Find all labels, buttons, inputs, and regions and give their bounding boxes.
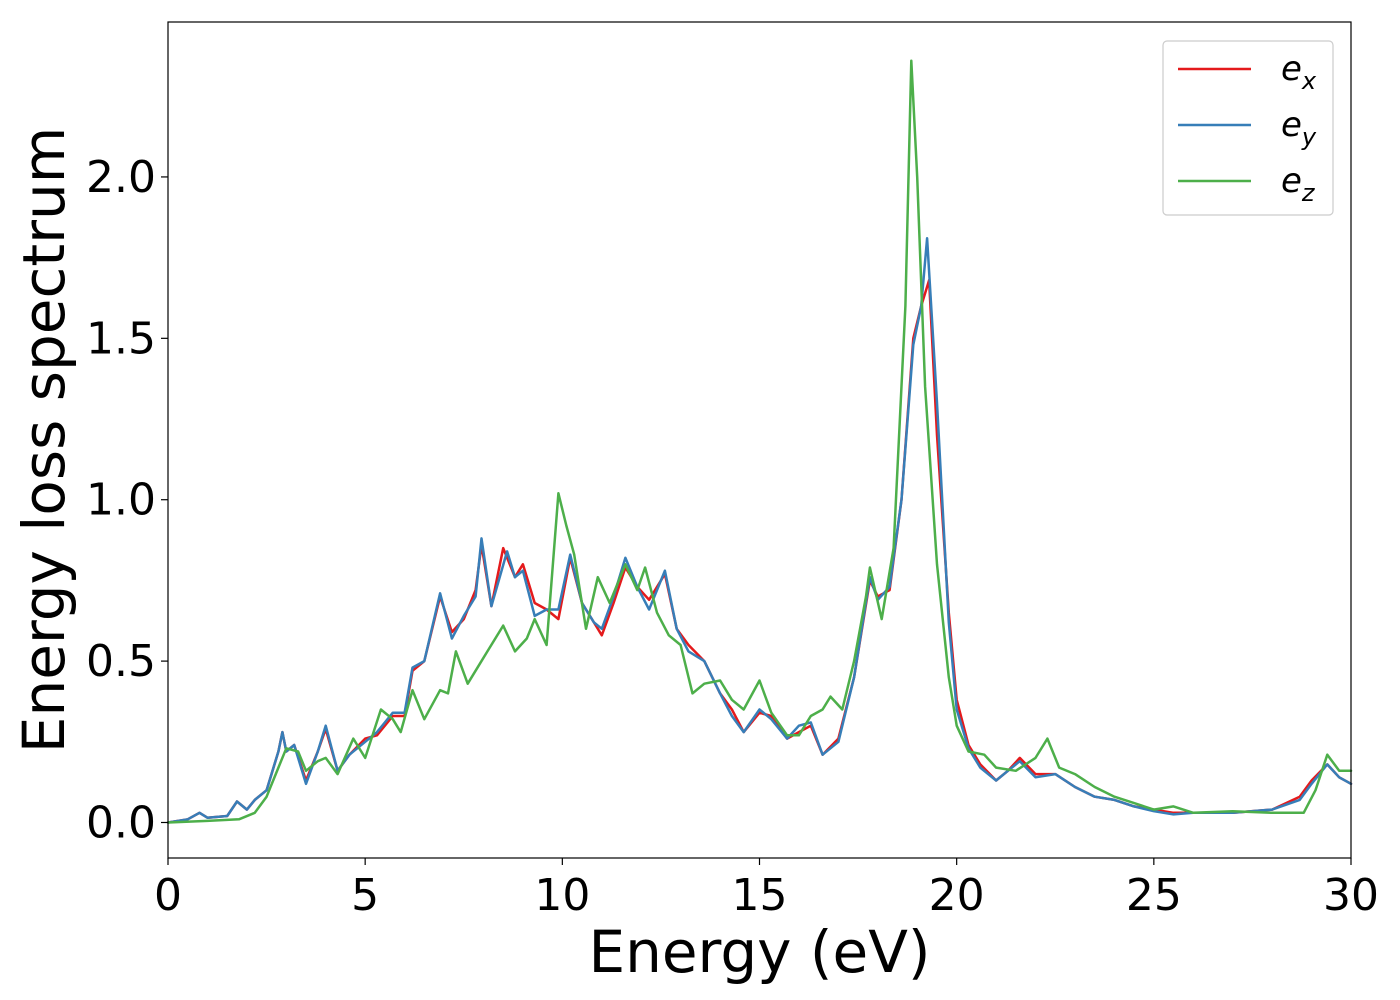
- x-tick-label: 25: [1126, 870, 1182, 921]
- legend-box: [1162, 40, 1334, 216]
- y-tick-label: 1.5: [86, 313, 156, 364]
- x-tick-label: 0: [154, 870, 182, 921]
- legend: ex ey ez: [1162, 40, 1334, 216]
- y-tick-label: 1.0: [86, 475, 156, 526]
- x-tick-label: 15: [732, 870, 788, 921]
- y-axis-label: Energy loss spectrum: [10, 127, 78, 753]
- legend-label-ey: ey: [1281, 105, 1317, 151]
- legend-label-ez: ez: [1281, 161, 1316, 207]
- plot-frame: [167, 21, 1352, 859]
- x-axis-label: Energy (eV): [588, 918, 930, 986]
- series-lines: [166, 59, 1353, 824]
- y-axis-ticks: 0.0 0.5 1.0 1.5 2.0: [86, 152, 168, 848]
- series-line-ez: [166, 59, 1353, 824]
- y-tick-label: 2.0: [86, 152, 156, 203]
- y-tick-label: 0.0: [86, 797, 156, 848]
- x-tick-label: 5: [351, 870, 379, 921]
- x-axis-ticks: 0 5 10 15 20 25 30: [154, 858, 1379, 921]
- y-tick-label: 0.5: [86, 636, 156, 687]
- x-tick-label: 10: [534, 870, 590, 921]
- legend-label-ex: ex: [1281, 49, 1317, 95]
- series-line-ey: [166, 237, 1353, 824]
- x-tick-label: 20: [929, 870, 985, 921]
- x-tick-label: 30: [1323, 870, 1379, 921]
